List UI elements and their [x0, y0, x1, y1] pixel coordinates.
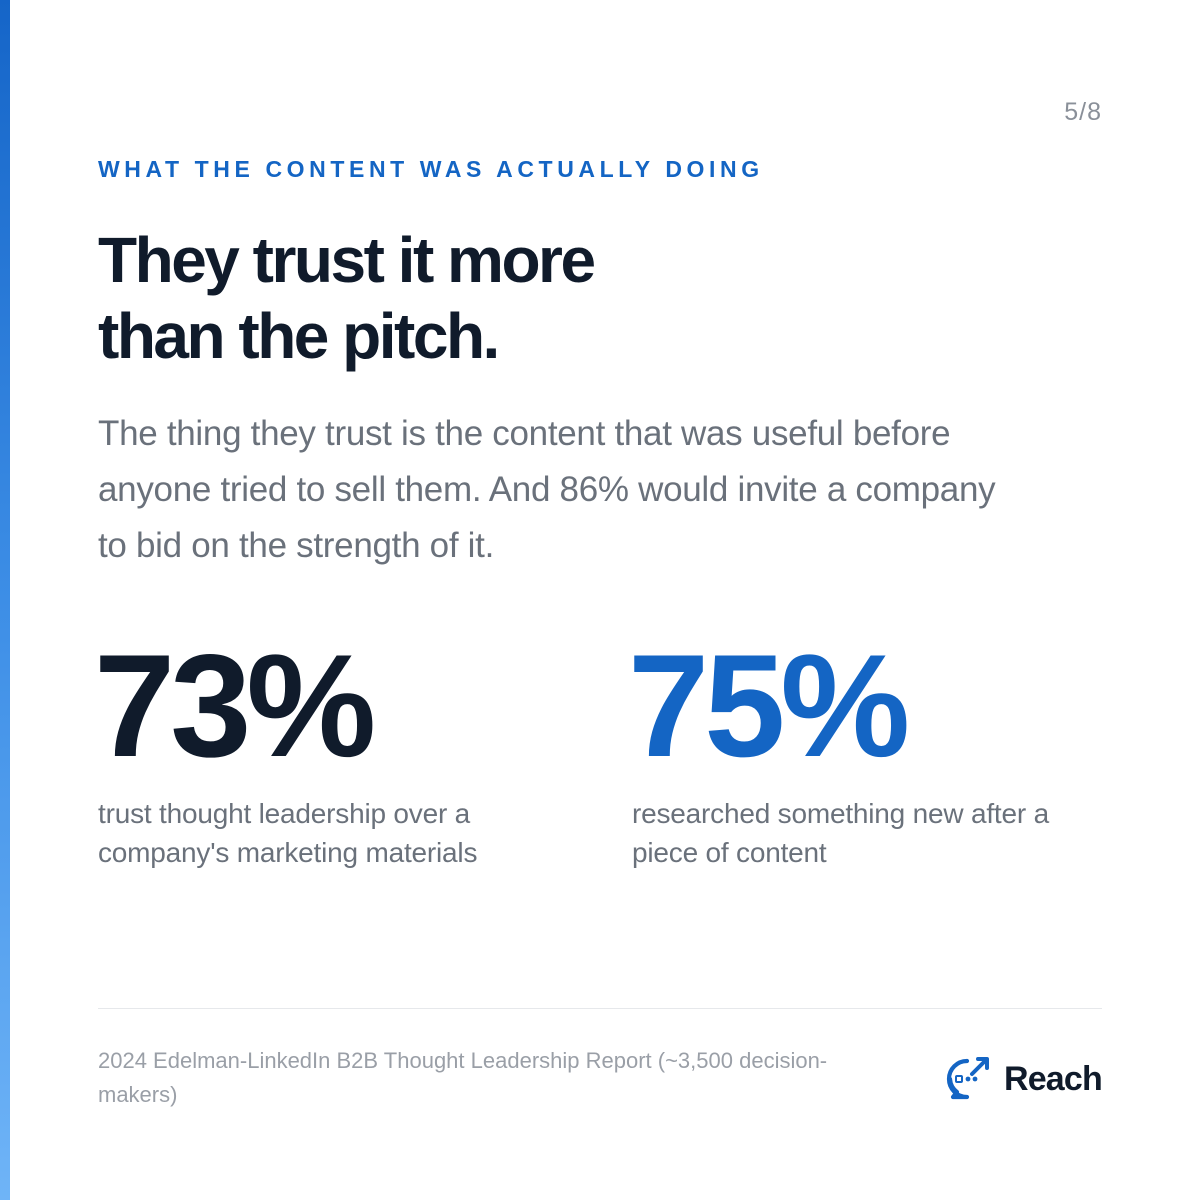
page-counter: 5/8 — [1064, 98, 1102, 126]
stat-caption: researched something new after a piece o… — [632, 794, 1102, 872]
stat-caption-line-1: trust thought leadership over a — [98, 798, 471, 829]
headline-line-2: than the pitch. — [98, 300, 500, 372]
stat-value: 73% — [94, 624, 376, 787]
eyebrow-label: WHAT THE CONTENT WAS ACTUALLY DOING — [98, 156, 764, 182]
stat-caption-line-2: company's marketing materials — [98, 837, 478, 868]
footer-divider — [98, 1008, 1102, 1009]
stat-value: 75% — [628, 624, 910, 787]
stat-trust: 73% trust thought leadership over a comp… — [94, 633, 568, 872]
headline: They trust it more than the pitch. — [98, 222, 998, 374]
source-line-1: 2024 Edelman-LinkedIn B2B Thought Leader… — [98, 1048, 828, 1073]
body-line-2: anyone tried to sell them. And 86% would… — [98, 470, 996, 509]
body-line-1: The thing they trust is the content that… — [98, 414, 951, 453]
source-line-2: makers) — [98, 1082, 178, 1107]
stat-caption: trust thought leadership over a company'… — [98, 794, 568, 872]
stat-caption-line-2: piece of content — [632, 837, 827, 868]
body-line-3: to bid on the strength of it. — [98, 526, 495, 565]
headline-line-1: They trust it more — [98, 224, 596, 296]
brand-name: Reach — [1003, 1059, 1103, 1098]
brand-logo: Reach — [942, 1054, 1103, 1104]
chat-bubble-arrow-icon — [946, 1056, 990, 1100]
body-text: The thing they trust is the content that… — [98, 406, 1108, 574]
stat-research: 75% researched something new after a pie… — [628, 633, 1102, 872]
accent-bar — [0, 0, 10, 1200]
stat-caption-line-1: researched something new after a — [632, 798, 1049, 829]
source-citation: 2024 Edelman-LinkedIn B2B Thought Leader… — [98, 1044, 878, 1112]
